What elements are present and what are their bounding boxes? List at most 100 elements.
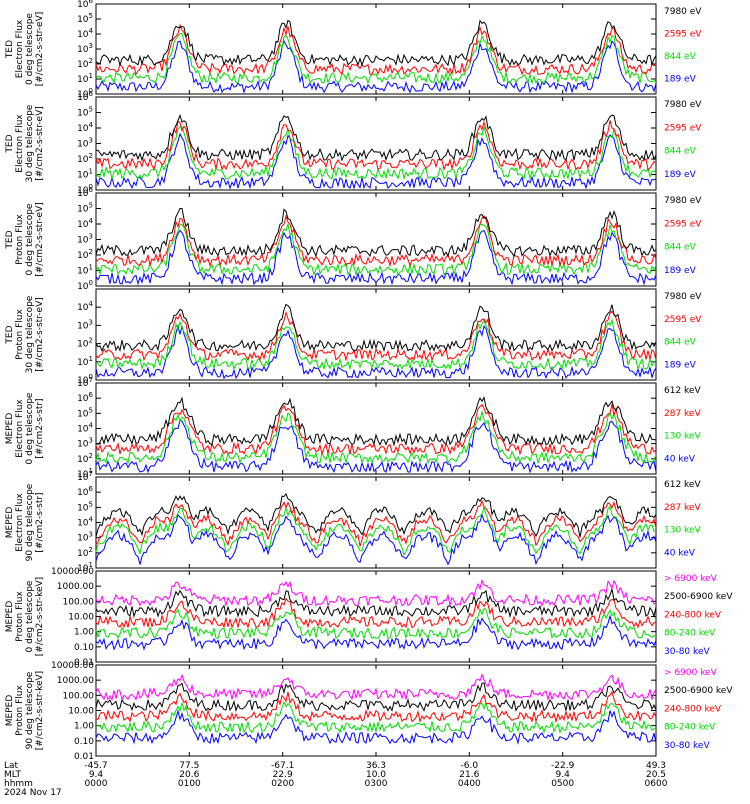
legend-entry: > 6900 keV (664, 668, 718, 678)
series-trace (95, 318, 657, 371)
y-tick-label: 0.10 (74, 737, 94, 747)
hhmm-value: 0100 (178, 779, 201, 789)
y-axis-label: [#/cm2-s-str] (35, 492, 45, 552)
y-tick-label: 101 (77, 168, 93, 181)
y-axis-label: 30 deg telescope (25, 295, 35, 373)
y-axis-label: TED (5, 325, 15, 344)
series-trace (95, 39, 657, 94)
footer-row-label: Lat (4, 761, 19, 771)
y-tick-label: 101 (77, 355, 93, 368)
chart-panel-1: 100 101 102 103 104 105 106 TED Electron Flux 0 d… (5, 0, 702, 100)
legend-entry: 287 keV (664, 503, 701, 513)
series-trace (95, 32, 657, 85)
y-axis-label: MEPED (5, 413, 15, 445)
legend-entry: 844 eV (664, 147, 697, 157)
y-tick-label: 105 (77, 500, 93, 513)
legend-entry: 240-800 keV (664, 704, 722, 714)
chart-panel-5: 101 102 103 104 105 106 107 MEPED Electron Flux 0… (5, 376, 701, 480)
y-axis-label: 90 deg telescope (25, 483, 35, 561)
legend-entry: 130 keV (664, 526, 701, 536)
lat-value: -45.7 (84, 761, 107, 771)
y-tick-label: 104 (77, 516, 93, 529)
y-axis-label: Electron Flux (15, 493, 25, 552)
footer-row-label: MLT (4, 770, 22, 780)
plot-frame (95, 570, 657, 663)
series-trace (95, 682, 657, 713)
y-tick-label: 100 (77, 279, 93, 292)
series-trace (95, 208, 657, 258)
legend-entry: 2595 eV (664, 30, 702, 40)
mlt-value: 10.0 (366, 770, 386, 780)
y-tick-label: 103 (77, 233, 93, 246)
series-trace (95, 396, 657, 447)
mlt-value: 20.6 (179, 770, 199, 780)
y-tick-label: 1.00 (74, 628, 94, 638)
y-axis-label: [#/cm2-s-str-keV] (35, 671, 45, 750)
y-tick-label: 104 (77, 300, 93, 313)
y-tick-label: 100 (77, 183, 93, 196)
legend-entry: 189 eV (664, 360, 697, 370)
y-axis-label: [#/cm2-s-str] (35, 398, 45, 458)
series-trace (95, 23, 657, 76)
y-tick-label: 102 (77, 337, 93, 350)
series-trace (95, 597, 657, 629)
series-trace (95, 214, 657, 268)
legend-entry: 612 keV (664, 386, 701, 396)
y-axis-label: 0 deg telescope (25, 13, 35, 85)
y-tick-label: 105 (77, 406, 93, 419)
legend-entry: 7980 eV (664, 100, 702, 110)
y-tick-label: 104 (77, 217, 93, 230)
y-axis-label: Proton Flux (15, 214, 25, 265)
chart-panel-2: 100 101 102 103 104 105 106 TED Electron Flux 30 … (5, 90, 702, 196)
y-tick-label: 100.00 (63, 691, 95, 701)
series-trace (95, 403, 657, 456)
y-axis-label: Proton Flux (15, 685, 25, 736)
y-tick-label: 101 (77, 264, 93, 277)
hhmm-value: 0400 (458, 779, 481, 789)
lat-value: 77.5 (179, 761, 199, 771)
legend-entry: 844 eV (664, 338, 697, 348)
mlt-value: 20.5 (646, 770, 666, 780)
y-axis-label: Electron Flux (15, 399, 25, 458)
y-tick-label: 1000.00 (57, 676, 94, 686)
y-tick-label: 107 (77, 376, 93, 389)
legend-entry: 130 keV (664, 432, 701, 442)
mlt-value: 22.9 (273, 770, 293, 780)
y-tick-label: 10.00 (68, 707, 94, 717)
y-axis-label: [#/cm2-s-str-eV] (35, 106, 45, 181)
y-tick-label: 100 (77, 87, 93, 100)
chart-panel-4: 100 101 102 103 104 TED Proton Flux 30 deg tele… (5, 288, 702, 386)
series-trace (95, 303, 657, 353)
legend-entry: 80-240 keV (664, 723, 716, 733)
series-trace (95, 492, 657, 538)
legend-entry: 2595 eV (664, 315, 702, 325)
y-tick-label: 1.00 (74, 722, 94, 732)
legend-entry: 2500-6900 keV (664, 686, 733, 696)
series-trace (95, 607, 657, 640)
y-axis-label: Electron Flux (15, 19, 25, 78)
series-trace (95, 700, 657, 734)
series-trace (95, 411, 657, 465)
hhmm-value: 0300 (365, 779, 388, 789)
series-trace (95, 120, 657, 172)
y-axis-label: MEPED (5, 507, 15, 539)
y-tick-label: 100 (77, 373, 93, 386)
legend-entry: 7980 eV (664, 7, 702, 17)
series-trace (95, 132, 657, 190)
y-tick-label: 104 (77, 422, 93, 435)
legend-entry: 287 keV (664, 409, 701, 419)
hhmm-value: 0600 (645, 779, 668, 789)
lat-value: -6.0 (461, 761, 479, 771)
y-tick-label: 101 (77, 72, 93, 85)
y-tick-label: 105 (77, 12, 93, 25)
chart-panel-3: 100 101 102 103 104 105 106 TED Proton Flux 0 deg… (5, 186, 702, 292)
series-trace (95, 229, 657, 286)
series-trace (95, 223, 657, 277)
chart-panel-8: 0.01 0.10 1.00 10.00 100.00 1000.00 10000.00 ME… (5, 661, 733, 762)
legend-entry: 40 keV (664, 548, 696, 558)
y-tick-label: 103 (77, 437, 93, 450)
y-tick-label: 106 (77, 90, 93, 103)
series-trace (95, 673, 657, 702)
series-trace (95, 113, 657, 162)
legend-entry: 189 eV (664, 266, 697, 276)
